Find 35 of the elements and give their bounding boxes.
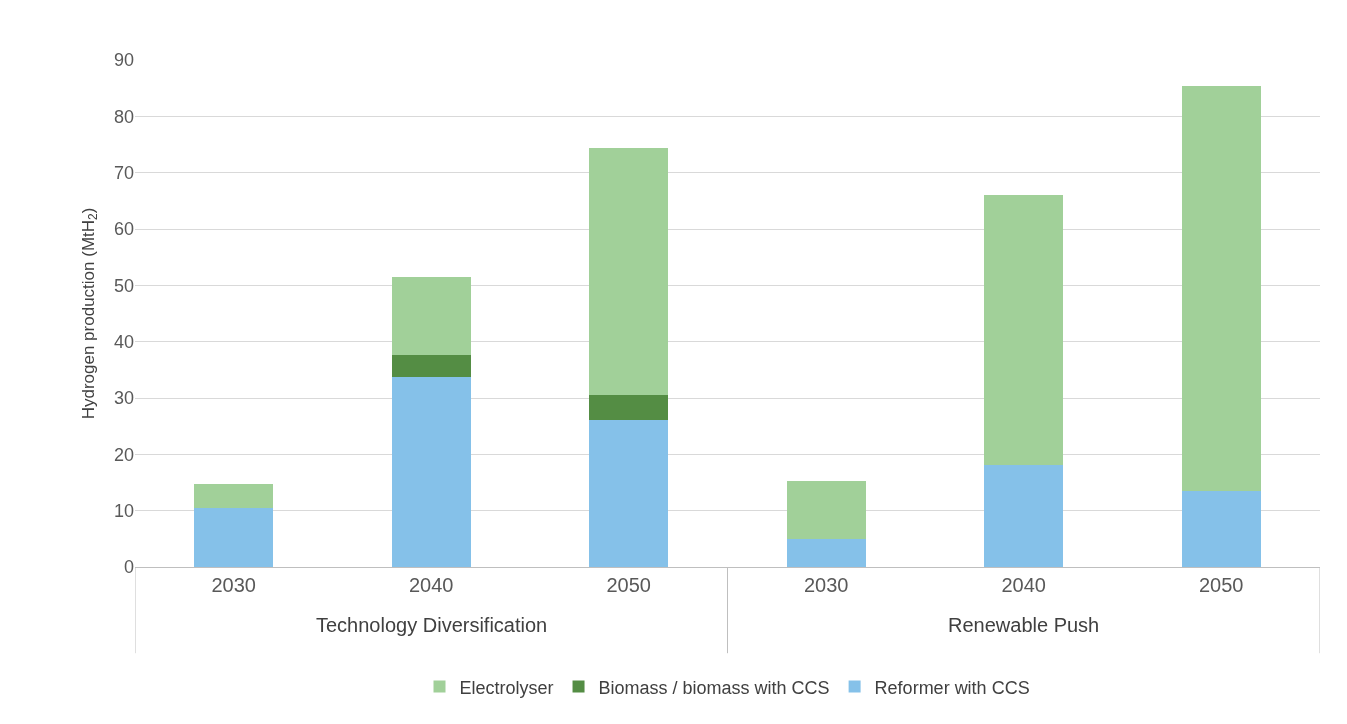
bar (194, 507, 274, 567)
y-tick-label: 20 (113, 444, 134, 465)
bar (786, 480, 866, 539)
y-tick-label: 10 (113, 500, 134, 521)
y-tick-label: 60 (113, 219, 134, 240)
y-tick-label: 0 (123, 557, 134, 578)
bar (391, 354, 471, 378)
y-tick-label: 30 (113, 388, 134, 409)
x-tick-label: 2050 (1199, 574, 1244, 596)
bar (391, 276, 471, 355)
x-tick-label: 2040 (409, 574, 454, 596)
x-tick-label: 2030 (804, 574, 849, 596)
legend-label: Reformer with CCS (874, 677, 1030, 698)
y-tick-label: 50 (113, 275, 134, 296)
bar (984, 194, 1064, 466)
legend-label: Biomass / biomass with CCS (598, 677, 830, 698)
y-tick-label: 40 (113, 331, 134, 352)
y-tick-label: 80 (113, 106, 134, 127)
x-tick-label: 2030 (211, 574, 256, 596)
text: Technology Diversification (316, 614, 548, 636)
text: Renewable Push (948, 614, 1100, 636)
bar (589, 147, 669, 396)
bar (1181, 86, 1261, 491)
bar (786, 538, 866, 567)
y-tick-label: 70 (113, 162, 134, 183)
x-tick-label: 2050 (606, 574, 651, 596)
x-tick-label: 2040 (1001, 574, 1046, 596)
bar (1181, 490, 1261, 567)
bar (589, 395, 669, 420)
y-tick-label: 90 (113, 50, 134, 71)
bar (984, 465, 1064, 567)
bar (194, 484, 274, 508)
bar (589, 419, 669, 567)
legend-label: Electrolyser (459, 677, 554, 698)
bar (391, 377, 471, 567)
